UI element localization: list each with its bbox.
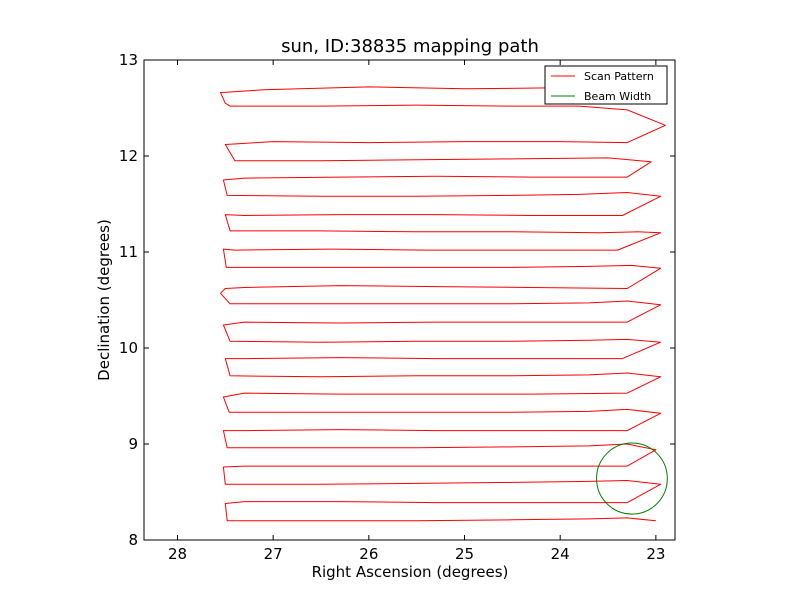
x-axis: 28 27 26 25 24 23 (168, 60, 665, 563)
x-tick-label: 25 (455, 545, 474, 563)
y-tick-label: 9 (128, 435, 138, 453)
legend-box (544, 65, 668, 105)
y-tick-label: 8 (128, 531, 138, 549)
y-tick-label: 13 (119, 51, 138, 69)
y-axis: 8 9 10 11 12 13 (119, 51, 675, 549)
y-tick-label: 10 (119, 339, 138, 357)
chart-title: sun, ID:38835 mapping path (281, 36, 539, 57)
legend-label-beam-width: Beam Width (584, 90, 651, 103)
beam-width-circle (596, 442, 668, 515)
legend-label-scan-pattern: Scan Pattern (584, 70, 654, 83)
plot-frame (143, 59, 676, 541)
y-axis-label: Declination (degrees) (95, 219, 113, 381)
x-tick-label: 27 (264, 545, 283, 563)
x-tick-label: 24 (551, 545, 570, 563)
x-axis-label: Right Ascension (degrees) (312, 563, 509, 581)
scan-pattern-line (220, 86, 666, 522)
series-layer (220, 86, 668, 522)
x-tick-label: 28 (168, 545, 187, 563)
plot-area (143, 59, 676, 541)
x-tick-label: 23 (646, 545, 665, 563)
legend: Scan Pattern Beam Width (544, 65, 668, 105)
y-tick-label: 11 (119, 243, 138, 261)
x-tick-label: 26 (359, 545, 378, 563)
y-tick-label: 12 (119, 147, 138, 165)
